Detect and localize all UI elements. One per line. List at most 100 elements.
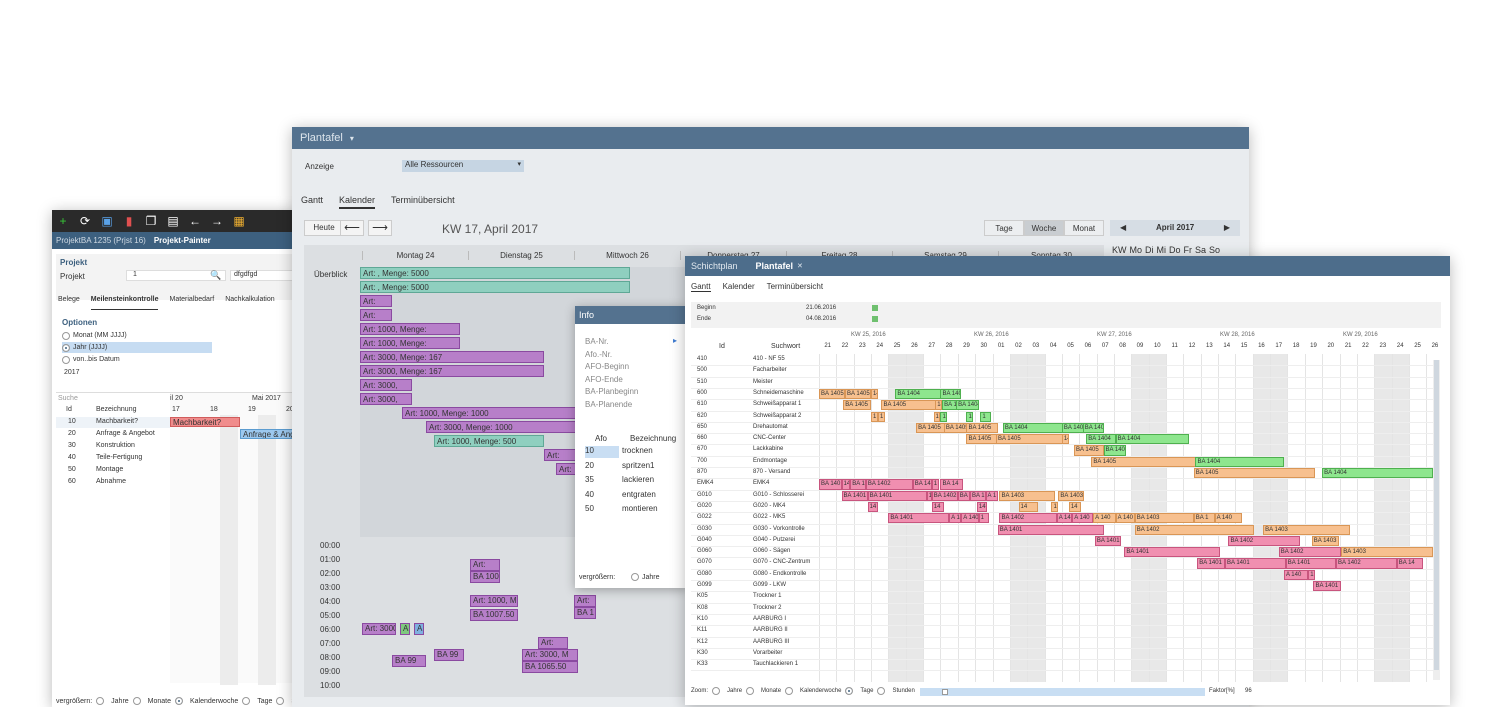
milestone-bar[interactable]: Machbarkeit?	[170, 417, 240, 427]
row-id[interactable]: K11	[697, 627, 708, 634]
row-id[interactable]: EMK4	[697, 480, 714, 487]
row-suchwort[interactable]: AARBURG III	[753, 638, 790, 645]
gantt-bar[interactable]: BA 1402	[1336, 558, 1397, 569]
row-bezeichnung[interactable]: Montage	[96, 466, 124, 473]
gantt-bar[interactable]: BA 1402	[1278, 547, 1342, 558]
row-id[interactable]: 10	[68, 418, 76, 425]
subtab-terminübersicht[interactable]: Terminübersicht	[766, 282, 824, 291]
gantt-bar[interactable]: 1	[933, 411, 941, 422]
print-icon[interactable]: ▦	[233, 214, 245, 228]
gantt-bar[interactable]: BA 1403	[1058, 490, 1085, 501]
row-suchwort[interactable]: Facharbeiter	[753, 367, 787, 374]
calendar-bar[interactable]: Art: 1000, Menge: 1000	[402, 407, 590, 419]
row-id[interactable]: G099	[697, 582, 712, 588]
calendar-block[interactable]: BA 1065.50	[522, 661, 578, 673]
afo-cell[interactable]: 20	[585, 460, 594, 470]
gantt-bar[interactable]: BA 1404	[1002, 422, 1064, 434]
row-id[interactable]: 60	[68, 478, 76, 485]
gantt-bar[interactable]: BA 1404	[1103, 445, 1127, 456]
gantt-bar[interactable]: A 140	[1093, 513, 1116, 524]
row-id[interactable]: G030	[697, 525, 712, 532]
gantt-bar[interactable]: BA 14	[940, 479, 963, 490]
row-suchwort[interactable]: Trockner 2	[753, 604, 782, 611]
gantt-bar[interactable]: 1	[980, 411, 991, 422]
delete-icon[interactable]: ▮	[125, 214, 133, 228]
gantt-bar[interactable]: BA 1403	[1311, 535, 1340, 547]
option-row[interactable]: Monat (MM JJJJ)	[62, 330, 212, 341]
gantt-bar[interactable]: BA 1404	[940, 388, 962, 400]
gantt-bar[interactable]: BA 140	[819, 479, 842, 490]
arrow-right-icon[interactable]: →	[211, 214, 223, 228]
afo-cell[interactable]: 50	[585, 504, 594, 513]
gantt-bar[interactable]: A 140	[949, 513, 962, 524]
row-id[interactable]: G022	[697, 514, 712, 521]
gantt-bar[interactable]: BA 14	[1396, 558, 1423, 569]
row-id[interactable]: 50	[68, 466, 76, 473]
gantt-bar[interactable]: BA 1402	[999, 513, 1057, 524]
gantt-bar[interactable]: A 140	[1214, 513, 1243, 524]
gantt-bar[interactable]: 14	[976, 501, 988, 513]
gantt-bar[interactable]: A 1	[985, 490, 998, 501]
gantt-bar[interactable]: BA 1401	[841, 490, 868, 501]
row-id[interactable]: 30	[68, 442, 76, 449]
row-suchwort[interactable]: Meister	[753, 378, 773, 385]
row-id[interactable]: 670	[697, 446, 708, 453]
milestone-bar[interactable]: Anfrage & Ang	[240, 429, 296, 439]
gantt-bar[interactable]: BA 1	[969, 490, 986, 501]
calendar-bar[interactable]: Art:	[360, 295, 392, 307]
row-id[interactable]: G060	[697, 548, 712, 555]
row-suchwort[interactable]: Lackkabine	[753, 446, 784, 453]
gantt-bar[interactable]: BA 1401	[1285, 558, 1337, 569]
row-id[interactable]: K05	[697, 593, 708, 600]
radio-icon[interactable]	[631, 573, 639, 581]
calendar-bar[interactable]: Art: 1000, Menge:	[360, 323, 460, 335]
radio-icon[interactable]	[62, 355, 70, 364]
radio-icon[interactable]	[132, 697, 141, 705]
row-suchwort[interactable]: G080 - Endkontrolle	[753, 570, 807, 577]
view-tage-button[interactable]: Tage	[984, 220, 1024, 236]
row-suchwort[interactable]: Schweißapparat 2	[753, 412, 802, 419]
gantt-bar[interactable]: 14	[1061, 434, 1069, 445]
subtab-gantt[interactable]: Gantt	[691, 282, 711, 292]
gantt-bar[interactable]: BA 1404	[1086, 434, 1116, 445]
gantt-bar[interactable]: A 140	[961, 513, 979, 524]
row-id[interactable]: 600	[697, 389, 708, 396]
calendar-block[interactable]: A	[414, 623, 424, 635]
row-id[interactable]: K33	[697, 661, 708, 668]
gantt-bar[interactable]: 14	[931, 501, 944, 513]
row-id[interactable]: 610	[697, 401, 708, 408]
gantt-bar[interactable]: 1	[1308, 569, 1316, 580]
tab-gantt[interactable]: Gantt	[301, 195, 324, 205]
gantt-bar[interactable]: A 140	[1283, 569, 1309, 580]
row-id[interactable]: G010	[697, 491, 712, 498]
row-id[interactable]: K30	[697, 649, 708, 656]
gantt-bar[interactable]: BA 1405	[1091, 456, 1198, 467]
calendar-bar[interactable]: Art: 3000, Menge: 167	[360, 351, 544, 363]
prev-week-button[interactable]: ⟵	[340, 220, 364, 236]
row-id[interactable]: 510	[697, 378, 708, 385]
row-suchwort[interactable]: G040 - Putzerei	[753, 536, 796, 543]
anzeige-select[interactable]: Alle Ressourcen ▾	[402, 160, 524, 172]
gantt-bar[interactable]: BA 140	[912, 479, 932, 490]
radio-icon[interactable]	[746, 687, 755, 695]
gantt-bar[interactable]: BA 1	[1193, 513, 1215, 524]
row-suchwort[interactable]: Schweißapparat 1	[753, 401, 802, 408]
row-suchwort[interactable]: Drehautomat	[753, 423, 788, 430]
gantt-bar[interactable]: BA 1404	[1322, 468, 1433, 479]
gantt-bar[interactable]: BA 1402	[1228, 535, 1300, 547]
row-id[interactable]: K12	[697, 638, 708, 645]
gantt-bar[interactable]: 1	[931, 479, 939, 490]
gantt-bar[interactable]: 1	[926, 490, 932, 501]
beginn-value[interactable]: 21.06.2016	[806, 305, 837, 311]
radio-icon[interactable]	[175, 697, 183, 705]
row-id[interactable]: 40	[68, 454, 76, 461]
row-id[interactable]: 410	[697, 356, 708, 362]
gantt-bar[interactable]: 14	[1018, 501, 1038, 513]
subtab-meilensteinkontrolle[interactable]: Meilensteinkontrolle	[90, 296, 159, 310]
view-woche-button[interactable]: Woche	[1024, 220, 1064, 236]
gantt-bar[interactable]: BA 1405	[995, 434, 1064, 445]
slider-handle[interactable]	[942, 689, 948, 695]
row-suchwort[interactable]: Trockner 1	[753, 593, 782, 600]
gantt-bar[interactable]: BA 1404	[956, 400, 979, 411]
copy-icon[interactable]: ❐	[145, 214, 157, 228]
